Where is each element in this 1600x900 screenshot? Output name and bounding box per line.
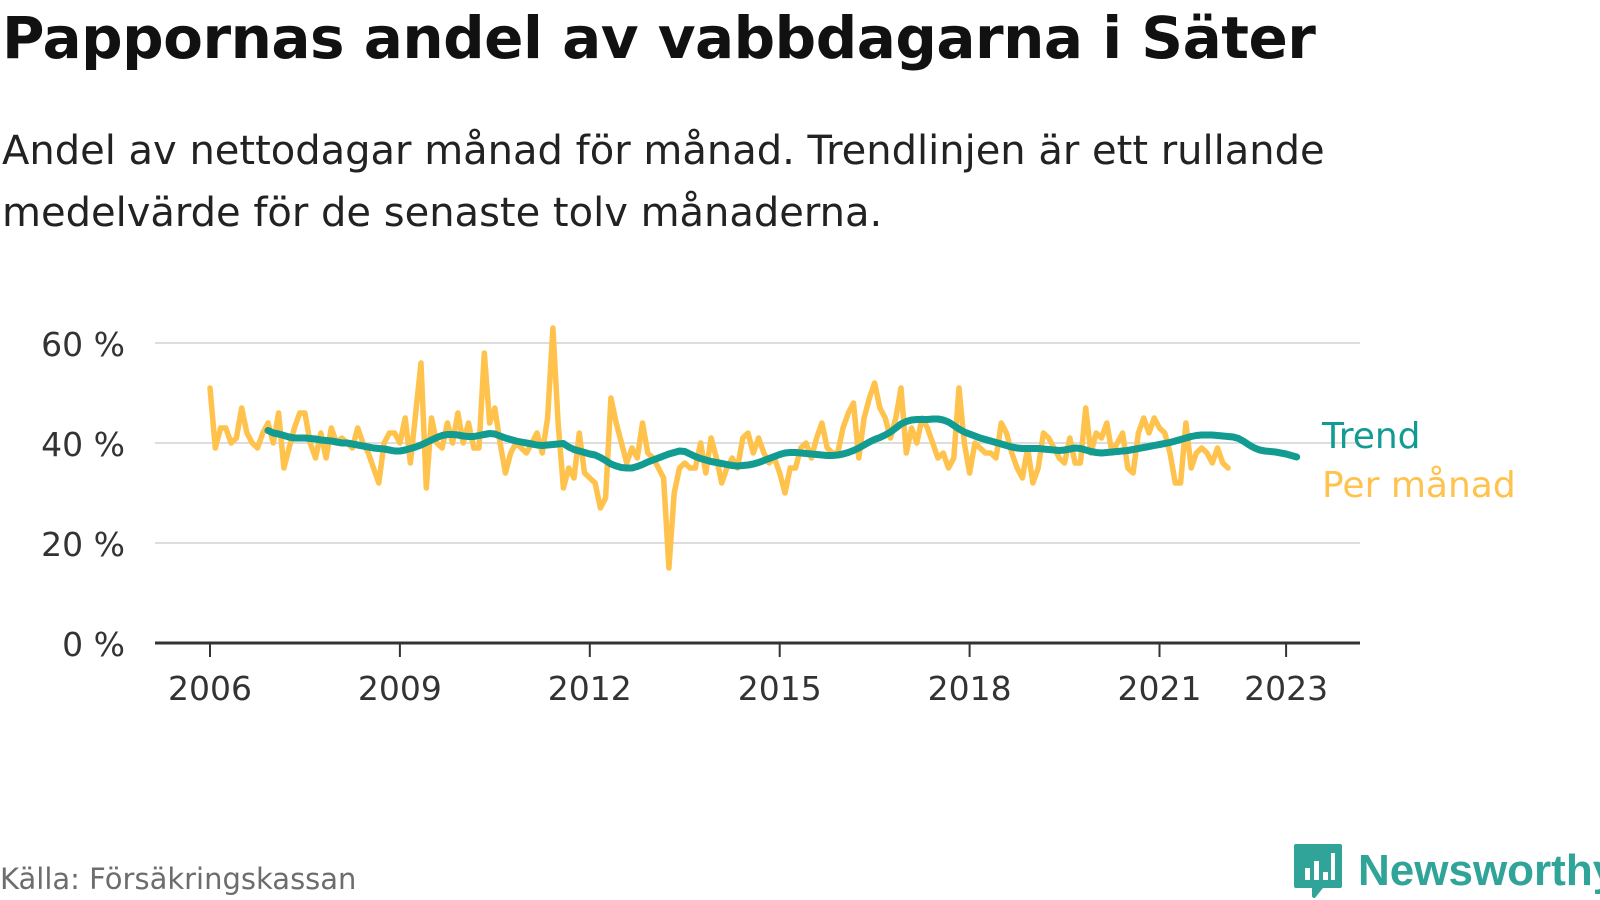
trend-line: [264, 415, 1301, 472]
x-tick-label: 2009: [358, 669, 442, 708]
x-tick-label: 2015: [738, 669, 822, 708]
x-tick-label: 2023: [1244, 669, 1328, 708]
x-tick-label: 2021: [1118, 669, 1202, 708]
x-tick-label: 2018: [928, 669, 1012, 708]
monthly-line: [207, 325, 1231, 571]
newsworthy-logo-icon: [1294, 844, 1342, 898]
chart-subtitle: Andel av nettodagar månad för månad. Tre…: [2, 128, 1325, 236]
x-tick-label: 2012: [548, 669, 632, 708]
brand-logo: Newsworthy: [1292, 842, 1600, 900]
y-tick-label: 40 %: [41, 425, 125, 464]
x-tick-label: 2006: [168, 669, 252, 708]
y-tick-label: 60 %: [41, 325, 125, 364]
x-axis: 2006 2009 2012 2015 2018 2021 2023: [155, 641, 1360, 708]
chart-title: Pappornas andel av vabbdagarna i Säter: [2, 4, 1316, 72]
source-note: Källa: Försäkringskassan: [0, 862, 357, 896]
series-lines: [207, 325, 1301, 571]
trend-label: Trend: [1321, 416, 1421, 457]
monthly-label: Per månad: [1322, 465, 1516, 506]
brand-name: Newsworthy: [1358, 846, 1600, 895]
y-tick-label: 0 %: [62, 625, 125, 664]
y-axis-tick-labels: 0 % 20 % 40 % 60 %: [41, 325, 125, 664]
series-end-labels: Trend Per månad: [1321, 416, 1516, 506]
y-tick-label: 20 %: [41, 525, 125, 564]
